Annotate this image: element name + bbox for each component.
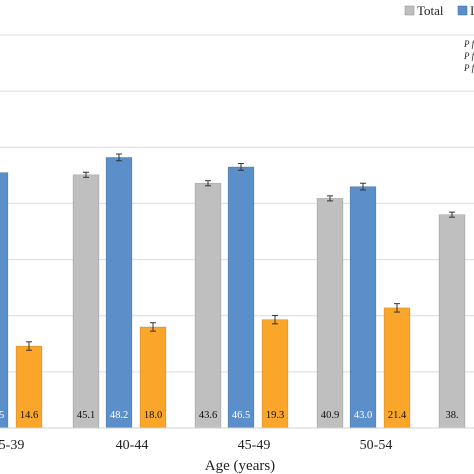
data-label: 43.0 [354,410,372,421]
data-label: 21.4 [388,410,407,421]
data-labels-group: 45.5 14.6 45.1 48.2 18.0 43.6 46.5 19.3 40.9 43.0… [0,410,459,421]
legend: Total I [404,3,474,18]
bar [0,172,9,429]
bar [349,186,377,429]
bars-group [0,153,466,429]
bar [383,307,411,429]
data-label: 19.3 [266,410,284,421]
data-label: 18.0 [144,410,162,421]
data-label: 14.6 [20,410,38,421]
bar [316,198,344,429]
bar [227,166,255,429]
x-tick-label: 40-44 [116,438,149,453]
legend-label-total: Total [417,3,444,18]
legend-swatch-series-2 [457,5,468,16]
legend-label-series-2: I [470,3,474,18]
bar [438,214,466,429]
bar [105,157,133,429]
significance-notes: P fi P fi P fi [463,39,474,73]
x-tick-label: 35-39 [0,438,24,453]
note-line-3: P fi [463,63,474,73]
legend-swatch-total [404,5,415,16]
data-label: 43.6 [199,410,217,421]
data-label: 45.5 [0,410,4,421]
bar [194,182,222,429]
x-tick-label: 50-54 [360,438,393,453]
bar [72,174,100,429]
data-label: 40.9 [321,410,339,421]
data-label: 38. [445,410,458,421]
note-line-1: P fi [463,39,474,49]
x-tick-label: 45-49 [238,438,271,453]
note-line-2: P fi [463,51,474,61]
data-label: 46.5 [232,410,250,421]
x-axis-title: Age (years) [205,458,275,474]
data-label: 48.2 [110,410,128,421]
data-label: 45.1 [77,410,95,421]
